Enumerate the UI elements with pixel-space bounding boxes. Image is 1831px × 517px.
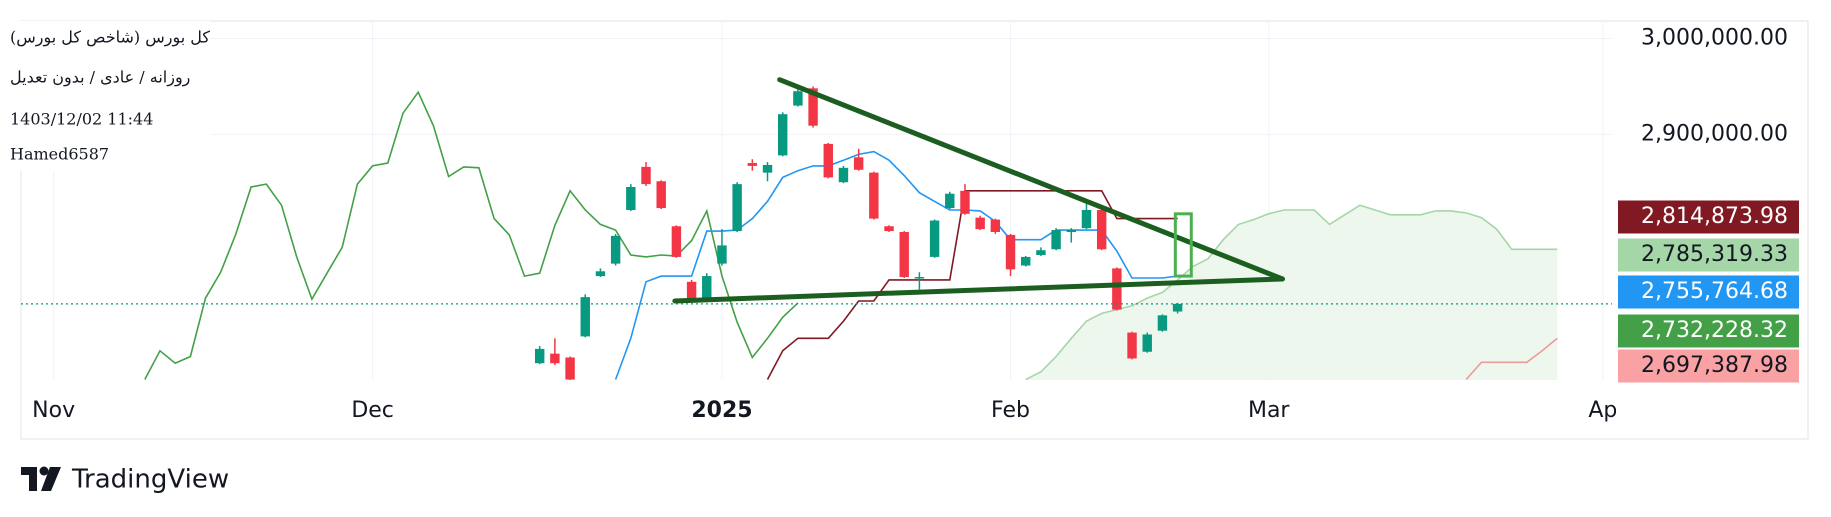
header-background	[0, 21, 210, 171]
brand-name: TradingView	[71, 465, 229, 495]
logo-icon	[21, 467, 37, 491]
price-label-box	[1618, 238, 1799, 272]
candle-body	[808, 88, 818, 126]
candle-body	[1021, 256, 1031, 266]
candle-body	[853, 157, 864, 170]
indicator-line	[144, 90, 799, 380]
candle-body	[610, 235, 621, 264]
price-label: 2,785,319.33	[1641, 242, 1788, 267]
candle-body	[823, 143, 833, 178]
candle-body	[1112, 268, 1122, 310]
candle-body	[990, 219, 1001, 233]
candle-body	[1036, 250, 1046, 256]
price-label: 2,814,873.98	[1641, 204, 1788, 229]
y-axis: 3,000,000.00 2,900,000.00 2,814,873.98 2,78…	[1618, 26, 1799, 383]
x-tick-label: Mar	[1248, 398, 1290, 423]
candle-body	[1096, 209, 1107, 250]
candle-body	[641, 166, 651, 185]
x-tick-label: Nov	[32, 398, 75, 423]
price-label: 2,755,764.68	[1641, 279, 1788, 304]
candle-body	[671, 226, 682, 257]
candle-body	[838, 167, 849, 183]
candle-body	[975, 217, 985, 230]
trendline	[672, 276, 1285, 304]
candle-body	[869, 172, 879, 219]
indicator-line	[614, 150, 1178, 380]
candle-body	[960, 190, 970, 214]
x-tick-label: 2025	[691, 398, 752, 423]
candle-body	[1005, 234, 1016, 270]
candle-body	[1172, 303, 1183, 312]
price-label: 2,732,228.32	[1641, 318, 1788, 343]
candle-body	[717, 245, 727, 264]
author: Hamed6587	[10, 145, 109, 164]
y-tick-label: 2,900,000.00	[1641, 121, 1788, 146]
chart-frame	[20, 20, 1809, 440]
candle-body	[945, 193, 955, 209]
candle-body	[793, 91, 803, 106]
candle-body	[580, 297, 590, 337]
x-tick-label: Ap	[1588, 398, 1617, 423]
candle-body	[550, 353, 560, 364]
candle-body	[747, 163, 758, 166]
candle-body	[1127, 332, 1137, 359]
symbol-settings: روزانه / عادی / بدون تعدیل	[10, 68, 190, 87]
candle-body	[884, 226, 894, 232]
price-label: 2,697,387.98	[1641, 353, 1788, 378]
x-tick-label: Feb	[991, 398, 1030, 423]
candle-body	[914, 277, 925, 279]
candle-body	[1066, 230, 1076, 233]
candle-body	[1051, 230, 1061, 250]
brand-logo[interactable]: TradingView	[21, 465, 229, 495]
candle-body	[595, 271, 606, 277]
x-axis: Nov Dec 2025 Feb Mar Ap	[32, 398, 1617, 423]
cloud-area	[1025, 205, 1558, 380]
logo-icon	[41, 467, 61, 491]
candle-body	[732, 184, 742, 232]
candle-body	[534, 348, 545, 364]
candle-body	[1157, 315, 1168, 331]
candle-body	[565, 357, 575, 380]
candle-body	[656, 181, 666, 209]
x-tick-label: Dec	[351, 398, 394, 423]
timestamp: 1403/12/02 11:44	[10, 110, 153, 129]
candle-body	[1081, 209, 1092, 229]
candle-body	[777, 114, 788, 156]
candle-body	[686, 281, 697, 301]
candle-body	[626, 186, 636, 210]
y-tick-label: 3,000,000.00	[1641, 26, 1788, 51]
indicator-line	[1465, 337, 1558, 380]
candle-body	[702, 276, 712, 299]
legend-header: کل بورس (شاخص کل بورس) روزانه / عادی / ب…	[0, 21, 210, 171]
price-label-box	[1618, 275, 1799, 309]
candle-body	[1142, 334, 1152, 352]
candle-body	[899, 232, 909, 278]
indicator-line	[766, 190, 1178, 380]
price-label-box	[1618, 314, 1799, 348]
indicator-line	[1025, 204, 1558, 380]
highlight-box	[1173, 212, 1193, 278]
symbol-title: کل بورس (شاخص کل بورس)	[10, 28, 210, 47]
price-label-box	[1618, 349, 1799, 383]
logo-icon	[39, 466, 49, 476]
candle-body	[762, 164, 773, 173]
trendline	[777, 77, 1285, 282]
candle-body	[929, 220, 940, 257]
price-label-box	[1618, 200, 1799, 234]
plot-area	[21, 77, 1612, 380]
